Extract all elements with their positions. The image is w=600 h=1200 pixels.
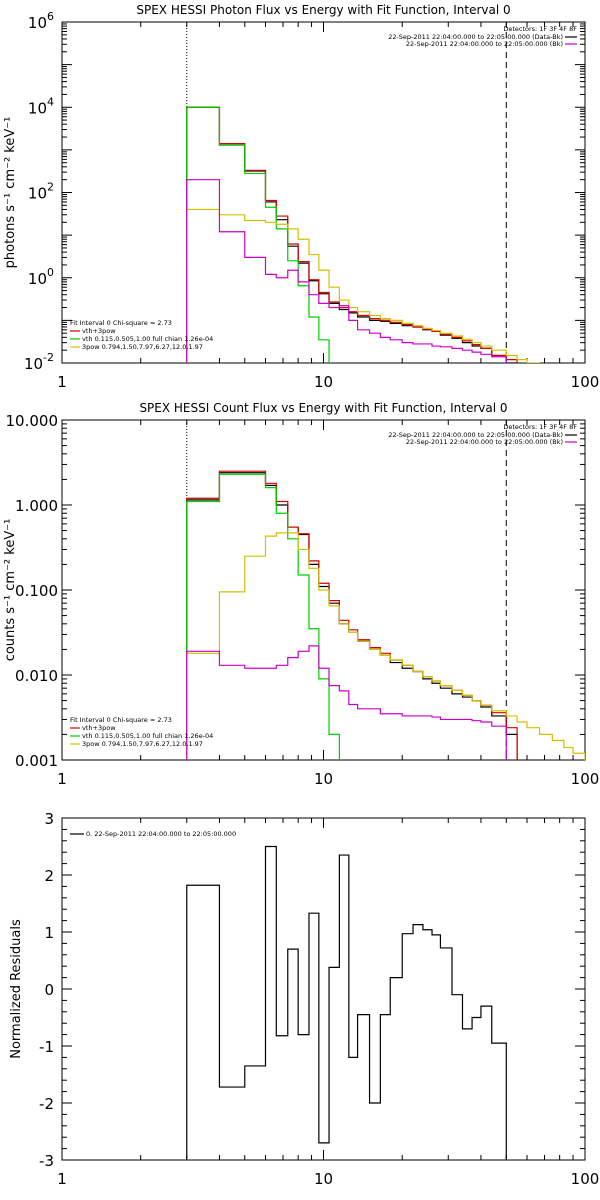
chart-2: SPEX HESSI Count Flux vs Energy with Fit… <box>3 401 599 788</box>
y-tick-label: 0.100 <box>15 582 58 600</box>
series-vth <box>186 106 330 363</box>
y-tick-label: 0.010 <box>15 667 58 685</box>
chart-title: SPEX HESSI Count Flux vs Energy with Fit… <box>139 401 507 415</box>
y-tick-label: 10-2 <box>24 351 54 373</box>
series-bk <box>186 179 507 363</box>
y-tick-label: 100 <box>28 266 54 288</box>
series-bk <box>186 645 507 760</box>
legend-entry: vth+3pow <box>82 724 116 732</box>
chart-1: SPEX HESSI Photon Flux vs Energy with Fi… <box>3 3 599 391</box>
x-tick-label: 10 <box>314 1170 333 1188</box>
legend-entry: 0. 22-Sep-2011 22:04:00.000 to 22:05:00.… <box>86 830 236 838</box>
legend-entry: 3pow 0.794,1.50,7.97,6.27,12.0,1.97 <box>82 740 203 748</box>
legend-entry: 22-Sep-2011 22:04:00.000 to 22:05:00.000… <box>388 33 563 41</box>
legend-entry: vth 0.115,0.505,1.00 full chian 1.26e-04 <box>82 732 213 740</box>
y-tick-label: 1 <box>44 924 54 942</box>
y-tick-label: 2 <box>44 867 54 885</box>
series-3pow <box>186 532 585 760</box>
x-tick-label: 1 <box>57 770 67 788</box>
y-tick-label: 1.000 <box>15 497 58 515</box>
y-tick-label: -1 <box>39 1038 54 1056</box>
y-tick-label: 10.000 <box>6 412 59 430</box>
chart-title: SPEX HESSI Photon Flux vs Energy with Fi… <box>136 3 510 17</box>
series-data-bk <box>186 472 518 760</box>
series-vth <box>186 473 340 760</box>
legend-detectors: Detectors: 1F 3F 4F 8F <box>503 423 577 431</box>
y-tick-label: 102 <box>28 181 54 203</box>
x-tick-label: 1 <box>57 373 67 391</box>
x-tick-label: 100 <box>571 770 600 788</box>
series-data-bk <box>186 106 518 363</box>
x-tick-label: 100 <box>571 373 600 391</box>
series-3pow <box>186 208 541 363</box>
y-axis-label: Normalized Residuals <box>9 919 24 1059</box>
y-tick-label: 104 <box>28 95 54 117</box>
legend-fit-header: Fit Interval 0 Chi-square = 2.73 <box>70 319 172 327</box>
series-residuals <box>186 845 507 1160</box>
y-axis-label: counts s⁻¹ cm⁻² keV⁻¹ <box>3 519 18 662</box>
y-tick-label: 0.001 <box>15 752 58 770</box>
legend-fit-header: Fit Interval 0 Chi-square = 2.73 <box>70 716 172 724</box>
legend-entry: 22-Sep-2011 22:04:00.000 to 22:05:00.000… <box>388 431 563 439</box>
x-tick-label: 1 <box>57 1170 67 1188</box>
x-tick-label: 10 <box>314 373 333 391</box>
y-axis-label: photons s⁻¹ cm⁻² keV⁻¹ <box>3 117 18 269</box>
y-tick-label: 106 <box>28 10 54 32</box>
legend-entry: 22-Sep-2011 22:04:00.000 to 22:05:00.000… <box>406 40 563 48</box>
chart-3: 1 10 100 -3 -2 -1 0 1 2 3 Normalized Residuals 0. 2… <box>9 810 599 1188</box>
legend-detectors: Detectors: 1F 3F 4F 8F <box>503 25 577 33</box>
legend-entry: vth 0.115,0.505,1.00 full chian 1.26e-04 <box>82 335 213 343</box>
series-vth-3pow <box>186 106 518 363</box>
series-vth-3pow <box>186 470 518 760</box>
legend-entry: vth+3pow <box>82 327 116 335</box>
x-tick-label: 10 <box>314 770 333 788</box>
y-tick-label: 3 <box>44 810 54 828</box>
x-tick-label: 100 <box>571 1170 600 1188</box>
y-tick-label: -3 <box>39 1152 54 1170</box>
y-tick-label: -2 <box>39 1095 54 1113</box>
legend-entry: 3pow 0.794,1.50,7.97,6.27,12.0,1.97 <box>82 343 203 351</box>
y-tick-label: 0 <box>44 981 54 999</box>
legend-entry: 22-Sep-2011 22:04:00.000 to 22:05:00.000… <box>406 438 563 446</box>
